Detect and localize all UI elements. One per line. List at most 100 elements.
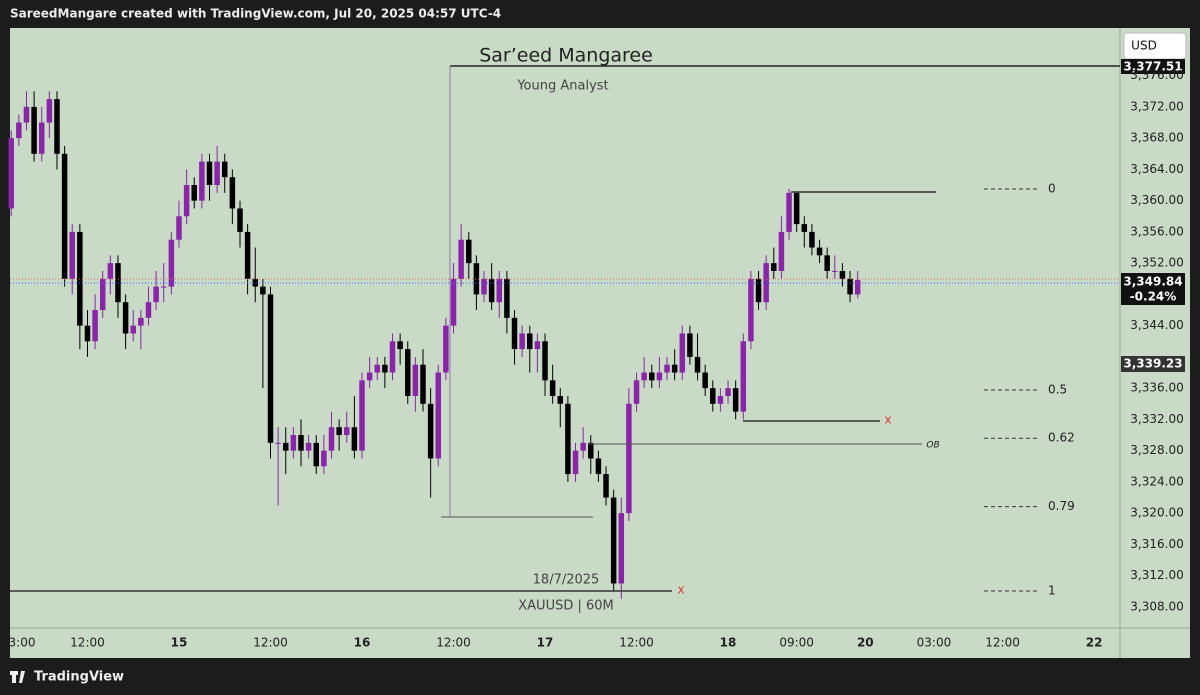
candle-body xyxy=(351,427,358,451)
candle-body xyxy=(534,341,541,350)
price-tag-text: 3,377.51 xyxy=(1123,60,1182,74)
candle-body xyxy=(130,325,136,334)
candle-body xyxy=(244,231,251,279)
candle-body xyxy=(572,450,579,475)
candle-body xyxy=(595,458,602,475)
candle-body xyxy=(717,395,724,404)
plot xyxy=(8,91,861,600)
candle-body xyxy=(183,185,190,217)
candle-body xyxy=(138,317,144,326)
price-tag xyxy=(1121,59,1185,74)
y-tick-label: 3,356.00 xyxy=(1130,224,1183,238)
price-tag-text: 3,339.23 xyxy=(1123,357,1182,371)
x-tick-label: 18 xyxy=(720,636,737,650)
candle-body xyxy=(618,513,625,584)
x-tick-label: 12:00 xyxy=(70,636,105,650)
candle-body xyxy=(122,302,129,334)
currency[interactable]: USD xyxy=(1131,39,1157,53)
candle-body xyxy=(588,442,594,459)
candle-body xyxy=(466,239,472,264)
price-tag-text: 3,349.84 xyxy=(1123,275,1182,289)
candle-body xyxy=(206,161,213,186)
candle-body xyxy=(748,278,754,342)
candle-body xyxy=(267,294,274,443)
candle-body xyxy=(473,263,480,295)
candle-body xyxy=(778,231,785,271)
candle-body xyxy=(382,364,388,373)
x-tick-label: 09:00 xyxy=(779,636,814,650)
candle-body xyxy=(427,403,434,459)
candle-body xyxy=(725,388,731,396)
candle-body xyxy=(687,333,693,357)
fib-label: 1 xyxy=(1048,584,1056,598)
x-tick-label: 12:00 xyxy=(985,636,1020,650)
candle-body xyxy=(336,427,342,436)
candle-body xyxy=(656,372,663,381)
x-mark: x xyxy=(677,583,684,597)
x-tick-label: 17 xyxy=(537,636,554,650)
y-tick-label: 3,336.00 xyxy=(1130,381,1183,395)
y-tick-label: 3,352.00 xyxy=(1130,256,1183,270)
candle-body xyxy=(23,106,30,123)
chart-pane xyxy=(10,28,1190,658)
x-tick-label: 12:00 xyxy=(253,636,288,650)
candle-body xyxy=(199,161,205,201)
candle-body xyxy=(160,286,167,288)
candle-body xyxy=(450,278,457,326)
candle-body xyxy=(740,341,747,412)
candle-body xyxy=(298,435,304,451)
y-tick-label: 3,376.00 xyxy=(1130,68,1183,82)
symbol-label: XAUUSD | 60M xyxy=(518,599,614,614)
y-tick-label: 3,372.00 xyxy=(1130,99,1183,113)
candle-body xyxy=(542,341,548,381)
candle-body xyxy=(31,106,37,154)
x-tick-label: 22 xyxy=(1086,636,1103,650)
candle-body xyxy=(641,372,647,381)
x-mark: x xyxy=(884,413,891,427)
candle-body xyxy=(145,302,152,318)
candle-body xyxy=(671,364,678,373)
candle-body xyxy=(496,278,503,303)
candle-body xyxy=(107,263,114,279)
candle-body xyxy=(275,442,281,444)
price-tag-text: -0.24% xyxy=(1130,290,1177,304)
candle-body xyxy=(290,435,297,451)
candle-body xyxy=(214,161,220,186)
y-tick-label: 3,324.00 xyxy=(1130,474,1183,488)
candle-body xyxy=(305,442,312,451)
candle-body xyxy=(702,372,708,389)
candle-body xyxy=(389,341,396,373)
candle-body xyxy=(176,216,182,240)
candle-body xyxy=(344,427,350,436)
price-tag xyxy=(1121,356,1185,372)
title: Sar’eed Mangaree xyxy=(479,45,653,67)
candle-body xyxy=(412,364,419,396)
candle-body xyxy=(664,364,670,373)
candle-body xyxy=(84,325,91,342)
attribution: SareedMangare created with TradingView.c… xyxy=(10,7,501,21)
candle-body xyxy=(16,122,22,139)
candle-body xyxy=(565,403,571,475)
candle-body xyxy=(839,270,846,279)
fib-label: 0.5 xyxy=(1048,383,1067,397)
candle-body xyxy=(435,372,442,459)
candle-body xyxy=(61,153,68,279)
candle-body xyxy=(328,427,335,451)
candle-body xyxy=(260,286,266,295)
candle-body xyxy=(168,239,175,287)
y-tick-label: 3,364.00 xyxy=(1130,162,1183,176)
candle-body xyxy=(397,341,403,350)
candle-body xyxy=(816,247,823,256)
candle-body xyxy=(92,310,98,342)
candle-body xyxy=(46,99,53,123)
candle-body xyxy=(8,138,14,209)
candle-body xyxy=(420,364,426,404)
candle-body xyxy=(603,474,609,498)
candle-body xyxy=(519,333,525,350)
candle-body xyxy=(633,380,640,404)
candle-body xyxy=(191,185,197,201)
y-tick-label: 3,368.00 xyxy=(1130,131,1183,145)
candle-body xyxy=(801,224,808,232)
candle-body xyxy=(374,364,380,373)
candle-body xyxy=(458,239,464,279)
